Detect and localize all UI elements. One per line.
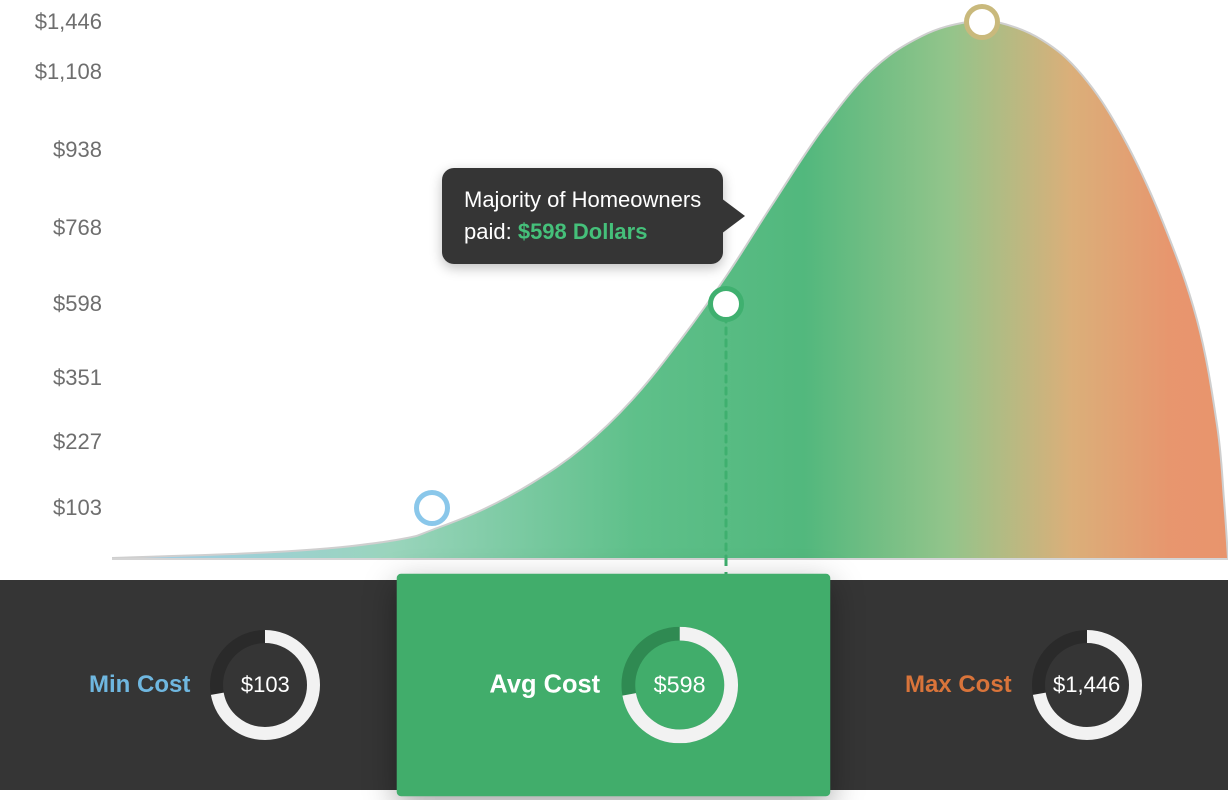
tooltip-line2-accent: $598 Dollars [518,219,648,244]
y-tick-label: $938 [53,137,102,163]
y-tick-label: $598 [53,291,102,317]
y-tick-label: $768 [53,215,102,241]
y-tick-label: $1,108 [35,59,102,85]
y-axis-labels: $1,446 $1,108 $938 $768 $598 $351 $227 $103 [0,0,110,560]
avg-cost-donut: $598 [622,627,739,744]
avg-cost-value: $598 [622,627,739,744]
min-cost-label: Min Cost [89,671,190,699]
curve-svg [112,0,1228,560]
max-cost-card: Max Cost $1,446 [819,580,1228,790]
tooltip-line2-prefix: paid: [464,219,518,244]
y-tick-label: $227 [53,429,102,455]
min-cost-card: Min Cost $103 [0,580,409,790]
min-cost-donut: $103 [210,630,320,740]
y-tick-label: $103 [53,495,102,521]
y-tick-label: $351 [53,365,102,391]
tooltip: Majority of Homeowners paid: $598 Dollar… [442,168,723,264]
tooltip-line1: Majority of Homeowners [464,187,701,212]
tooltip-arrow [721,198,745,234]
chart-area: $1,446 $1,108 $938 $768 $598 $351 $227 $103 Maj… [0,0,1228,580]
max-cost-value: $1,446 [1032,630,1142,740]
max-marker [964,4,1000,40]
cost-infographic: $1,446 $1,108 $938 $768 $598 $351 $227 $103 Maj… [0,0,1228,800]
avg-marker [708,286,744,322]
summary-cards: Min Cost $103 Avg Cost $598 Max Cost $1,446 [0,580,1228,790]
max-cost-donut: $1,446 [1032,630,1142,740]
avg-cost-card: Avg Cost $598 [397,574,831,797]
y-tick-label: $1,446 [35,9,102,35]
min-cost-value: $103 [210,630,320,740]
avg-cost-label: Avg Cost [490,670,601,700]
plot: Majority of Homeowners paid: $598 Dollar… [112,0,1228,560]
min-marker [414,490,450,526]
max-cost-label: Max Cost [905,671,1012,699]
